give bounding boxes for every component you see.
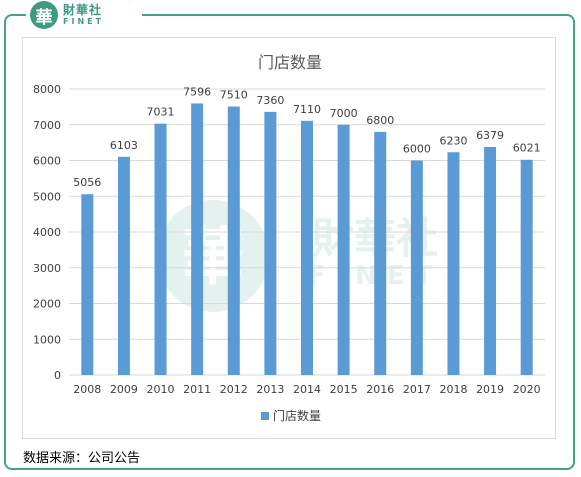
y-tick-label: 5000 bbox=[33, 190, 61, 203]
finet-seal-icon: 華 bbox=[30, 1, 58, 29]
bar-data-label: 6230 bbox=[439, 134, 467, 147]
y-tick-label: 0 bbox=[54, 369, 61, 382]
bar bbox=[191, 103, 204, 376]
y-tick-label: 3000 bbox=[33, 262, 61, 275]
data-labels: 5056 6103 7031 7596 7510 7360 7110 7000 6800 6000… bbox=[73, 85, 540, 189]
legend: 门店数量 bbox=[261, 408, 321, 423]
bar-data-label: 6103 bbox=[110, 139, 138, 152]
logo-text: 財華社 FINET bbox=[63, 4, 104, 26]
bar bbox=[484, 146, 497, 375]
bar-data-label: 7000 bbox=[330, 107, 358, 120]
x-tick-label: 2015 bbox=[330, 383, 358, 396]
bar bbox=[117, 156, 130, 375]
bar bbox=[154, 123, 167, 375]
y-tick-label: 6000 bbox=[33, 155, 61, 168]
bar-data-label: 7110 bbox=[293, 103, 321, 116]
legend-swatch bbox=[261, 412, 269, 420]
x-tick-label: 2010 bbox=[147, 383, 175, 396]
y-tick-label: 1000 bbox=[33, 333, 61, 346]
bar bbox=[81, 194, 94, 375]
bars bbox=[81, 103, 533, 376]
y-axis: 0 1000 2000 3000 4000 5000 6000 7000 8000 bbox=[33, 83, 61, 382]
chart-area: 華 財華社 FINET 门店数量 01000200030004000500060… bbox=[22, 37, 556, 439]
x-tick-label: 2009 bbox=[110, 383, 138, 396]
x-tick-label: 2018 bbox=[439, 383, 467, 396]
bar bbox=[227, 106, 240, 375]
bar bbox=[520, 159, 533, 375]
x-tick-label: 2019 bbox=[476, 383, 504, 396]
y-tick-label: 7000 bbox=[33, 119, 61, 132]
bar bbox=[374, 131, 387, 375]
y-tick-label: 2000 bbox=[33, 298, 61, 311]
watermark-seal-icon bbox=[157, 200, 269, 312]
x-tick-label: 2011 bbox=[183, 383, 211, 396]
bar bbox=[264, 111, 277, 375]
bar-data-label: 5056 bbox=[73, 176, 101, 189]
source-note: 数据来源：公司公告 bbox=[23, 451, 141, 466]
finet-logo: 華 財華社 FINET bbox=[26, 0, 142, 30]
x-tick-label: 2020 bbox=[513, 383, 541, 396]
bar-chart: 華 財華社 FINET 门店数量 01000200030004000500060… bbox=[33, 53, 545, 423]
x-tick-label: 2012 bbox=[220, 383, 248, 396]
y-tick-label: 4000 bbox=[33, 226, 61, 239]
bar-data-label: 7360 bbox=[256, 94, 284, 107]
chart-title: 门店数量 bbox=[258, 53, 322, 72]
x-tick-label: 2013 bbox=[256, 383, 284, 396]
x-axis: 2008 2009 2010 2011 2012 2013 2014 2015 2016 2017… bbox=[73, 383, 540, 396]
x-tick-label: 2017 bbox=[403, 383, 431, 396]
bar-data-label: 6379 bbox=[476, 129, 504, 142]
legend-label: 门店数量 bbox=[273, 408, 321, 423]
bar-data-label: 6000 bbox=[403, 143, 431, 156]
bar bbox=[447, 152, 460, 375]
y-tick-label: 8000 bbox=[33, 83, 61, 96]
x-tick-label: 2008 bbox=[73, 383, 101, 396]
bar-data-label: 7596 bbox=[183, 85, 211, 98]
bar-data-label: 6021 bbox=[513, 142, 541, 155]
x-tick-label: 2016 bbox=[366, 383, 394, 396]
bar-data-label: 7510 bbox=[220, 89, 248, 102]
x-tick-label: 2014 bbox=[293, 383, 321, 396]
logo-en: FINET bbox=[63, 17, 105, 26]
bar bbox=[337, 124, 350, 375]
bar-data-label: 6800 bbox=[366, 114, 394, 127]
bar bbox=[301, 120, 313, 375]
bar bbox=[410, 160, 423, 375]
logo-cn: 財華社 bbox=[63, 3, 103, 17]
bar-data-label: 7031 bbox=[147, 106, 175, 119]
